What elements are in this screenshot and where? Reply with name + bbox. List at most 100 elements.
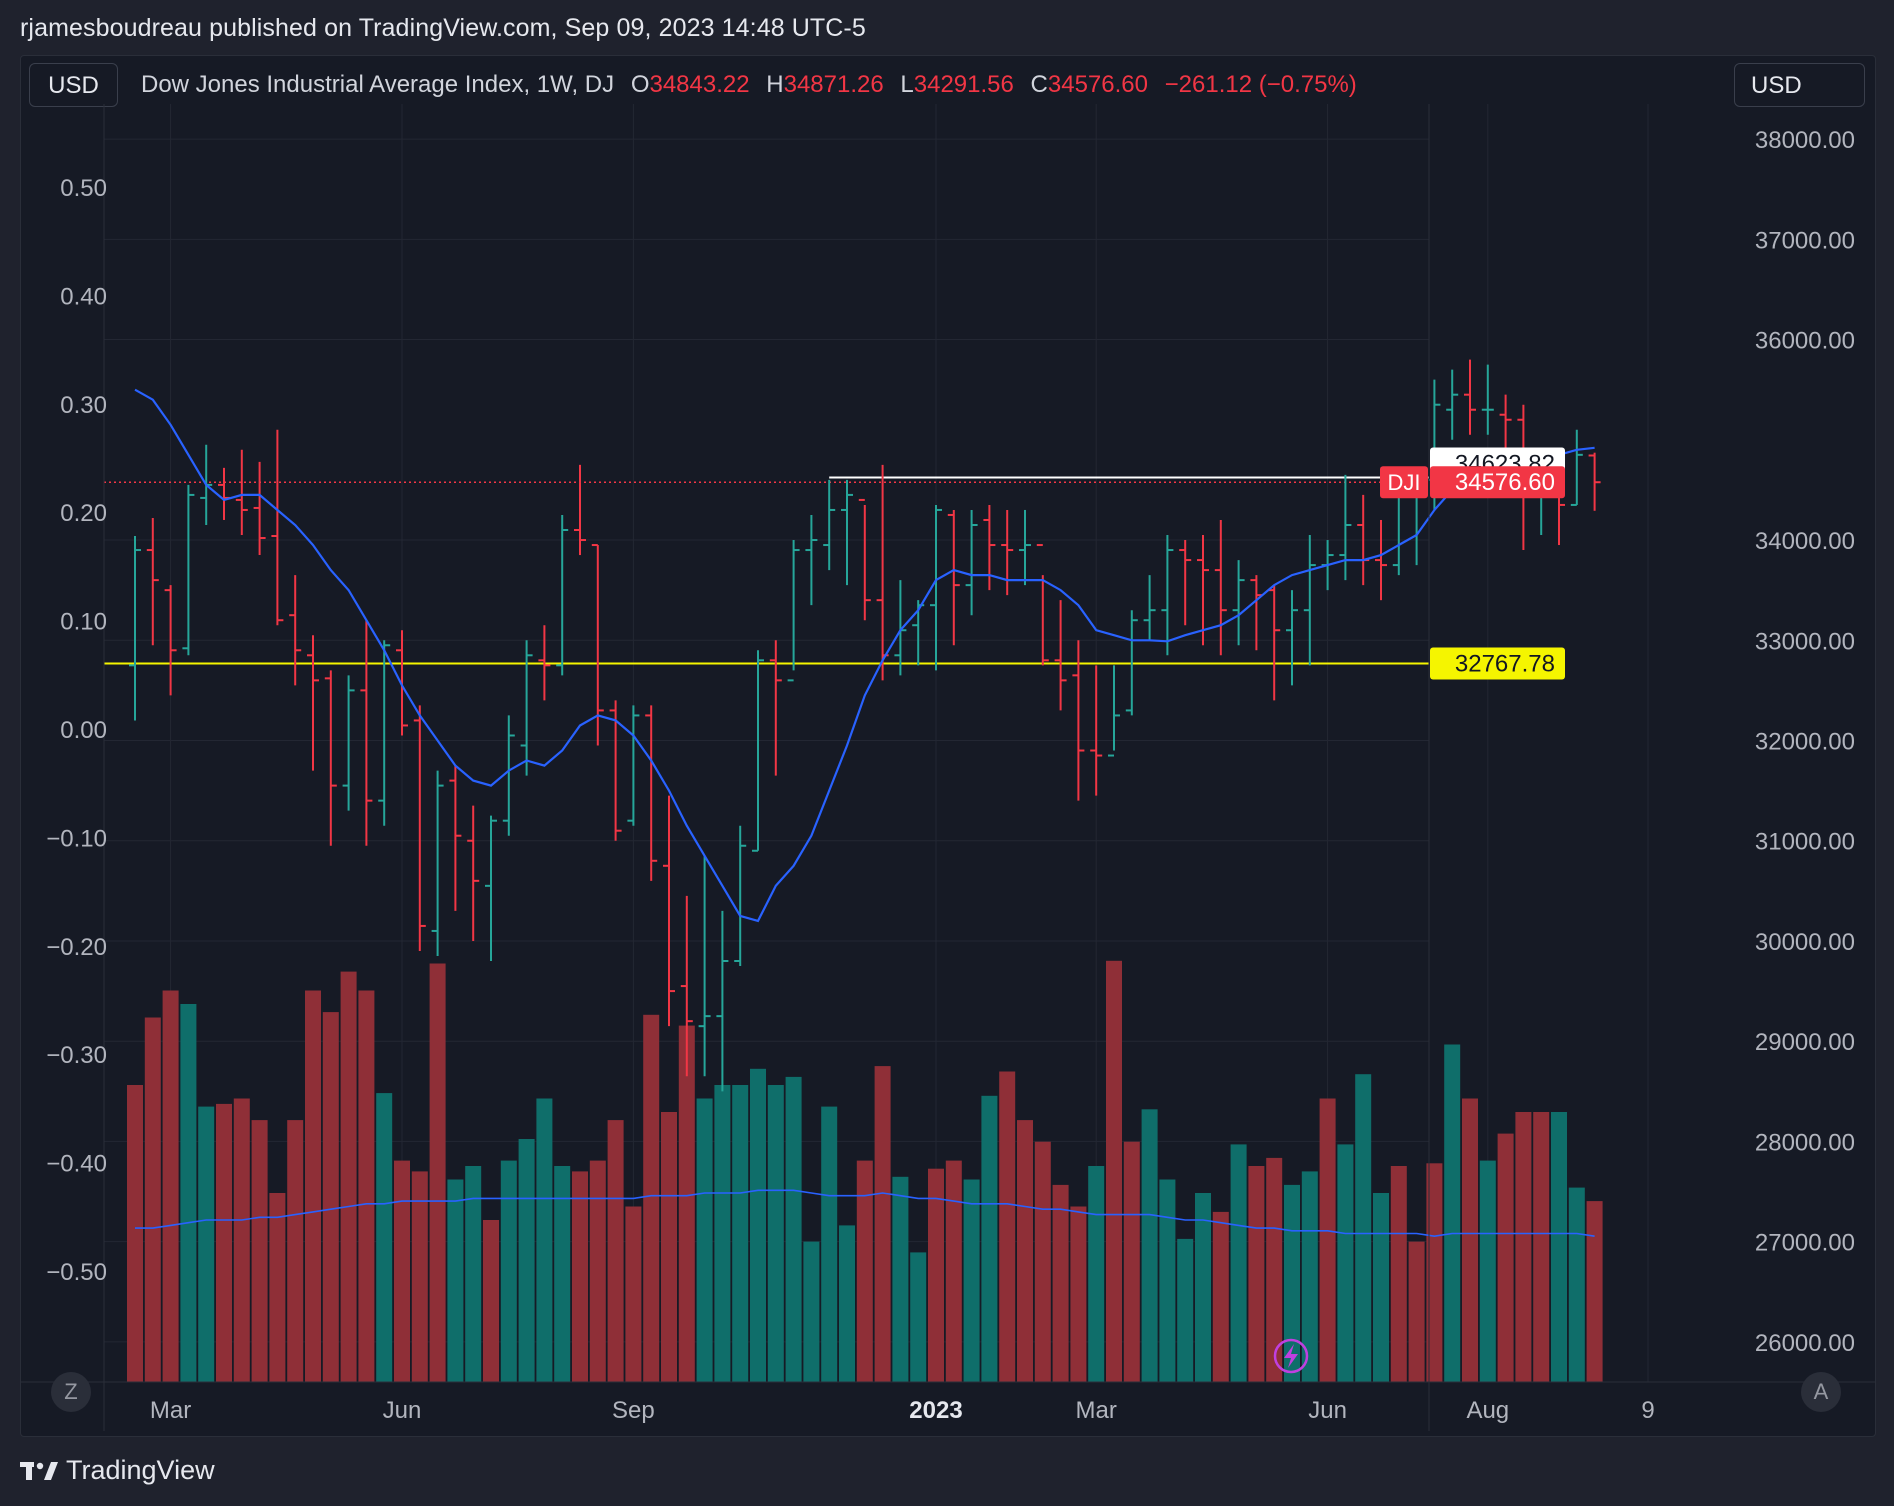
right-axis-label: 37000.00 [1755, 227, 1855, 254]
volume-bar-30 [661, 1112, 677, 1382]
volume-bar-77 [1497, 1133, 1514, 1382]
ohlc-bar-35 [752, 650, 764, 852]
volume-bar-57 [1141, 1109, 1158, 1382]
left-currency-button[interactable]: USD [29, 63, 118, 107]
legend-title: Dow Jones Industrial Average Index, 1W, … [141, 71, 615, 98]
volume-ma-line [135, 1189, 1595, 1238]
left-axis-label: 0.50 [60, 175, 107, 202]
volume-bar-6 [233, 1098, 250, 1382]
chart-canvas[interactable]: 0.50 0.40 0.30 0.20 0.10 0.00 −0.10 −0.20 −0.30 −… [21, 56, 1875, 1436]
right-axis-label: 29000.00 [1755, 1029, 1855, 1056]
ohlc-bar-34 [734, 825, 747, 967]
symbol-tag-text: DJI [1388, 470, 1421, 495]
ohlc-bar-75 [1464, 359, 1476, 435]
volume-bar-21 [500, 1160, 517, 1382]
left-axis-label: −0.10 [46, 825, 107, 852]
left-axis-label: −0.30 [46, 1042, 107, 1069]
ohlc-bar-82 [1588, 452, 1601, 511]
ohlc-bar-23 [538, 625, 551, 701]
auto-scale-button[interactable]: A [1801, 1372, 1841, 1412]
volume-ma-polyline [135, 1189, 1595, 1238]
volume-bar-15 [394, 1160, 410, 1382]
ohlc-bar-2 [164, 585, 177, 696]
volume-bar-2 [162, 990, 179, 1382]
ohlc-bar-56 [1125, 610, 1138, 716]
volume-bar-44 [910, 1252, 927, 1382]
volume-bar-48 [981, 1095, 998, 1382]
volume-bar-71 [1390, 1166, 1407, 1382]
volume-bar-12 [340, 971, 357, 1382]
ohlc-bar-43 [894, 580, 907, 676]
time-axis-label: 9 [1641, 1397, 1654, 1424]
legend-open-label: O [630, 71, 650, 98]
ohlc-bar-18 [449, 765, 462, 911]
volume-bar-40 [839, 1225, 855, 1382]
legend-low-label: L [900, 71, 914, 98]
volume-bar-34 [732, 1085, 749, 1382]
ohlc-bar-59 [1179, 540, 1192, 626]
zoom-z-button[interactable]: Z [51, 1372, 91, 1412]
ohlc-bar-39 [823, 479, 836, 571]
volume-bar-55 [1106, 960, 1122, 1382]
brand-footer[interactable]: TradingView [20, 1455, 215, 1486]
volume-bar-32 [696, 1098, 713, 1382]
volume-bar-56 [1123, 1141, 1140, 1382]
volume-bar-26 [589, 1160, 606, 1382]
price-label-2: 32767.78 [1430, 647, 1565, 680]
volume-bar-75 [1462, 1098, 1478, 1382]
volume-bar-46 [945, 1160, 962, 1382]
legend-high-label: H [766, 71, 784, 98]
time-axis-label: Jun [383, 1397, 422, 1424]
volume-bar-68 [1337, 1144, 1354, 1382]
ohlc-bar-54 [1090, 665, 1103, 796]
right-axis-label: 34000.00 [1755, 528, 1855, 555]
ohlc-bar-27 [609, 700, 622, 841]
ohlc-bar-6 [235, 449, 248, 536]
ohlc-bar-81 [1570, 429, 1583, 506]
lightning-icon [1273, 1338, 1309, 1374]
volume-bar-13 [358, 990, 375, 1382]
volume-bar-16 [411, 1171, 428, 1382]
volume-bar-79 [1533, 1112, 1550, 1382]
volume-bar-70 [1373, 1193, 1389, 1382]
volume-bar-22 [518, 1139, 535, 1382]
ohlc-bar-25 [574, 464, 586, 556]
ohlc-bar-3 [182, 484, 195, 656]
volume-bar-62 [1230, 1144, 1247, 1382]
volume-bar-47 [963, 1179, 980, 1382]
volume-bar-81 [1568, 1187, 1585, 1382]
ohlc-bar-0 [129, 536, 141, 721]
volume-bar-58 [1159, 1179, 1176, 1382]
volume-bar-74 [1444, 1044, 1461, 1382]
ohlc-bar-46 [947, 509, 960, 646]
volume-bar-14 [376, 1093, 393, 1382]
ohlc-bar-32 [698, 855, 711, 1077]
time-axis-label: Mar [1076, 1397, 1117, 1424]
volume-bar-59 [1177, 1238, 1194, 1382]
time-axis-label: Mar [150, 1397, 191, 1424]
ohlc-bar-13 [360, 620, 373, 846]
ohlc-bar-53 [1072, 640, 1085, 801]
left-axis-label: 0.40 [60, 283, 107, 310]
ohlc-bar-14 [378, 640, 391, 826]
volume-bar-20 [483, 1220, 499, 1382]
left-axis-label: 0.30 [60, 392, 107, 419]
ohlc-bar-66 [1303, 535, 1316, 666]
volume-bar-45 [928, 1168, 944, 1382]
ohlc-bar-55 [1108, 665, 1120, 757]
left-axis-label: 0.20 [60, 500, 107, 527]
price-label-bg [1430, 647, 1565, 680]
published-line: rjamesboudreau published on TradingView.… [20, 14, 866, 42]
ohlc-bar-64 [1268, 585, 1281, 701]
ohlc-bar-70 [1375, 519, 1387, 601]
ohlc-bar-36 [769, 640, 782, 776]
volume-bar-9 [287, 1120, 304, 1382]
right-currency-button[interactable]: USD [1734, 63, 1865, 107]
legend-close-value: 34576.60 [1047, 71, 1148, 98]
volume-bar-8 [269, 1193, 286, 1382]
ohlc-bar-63 [1250, 575, 1263, 651]
ohlc-bar-22 [520, 640, 533, 776]
legend-low-value: 34291.56 [913, 71, 1014, 98]
volume-bar-52 [1052, 1184, 1069, 1382]
time-axis-label: 2023 [909, 1397, 962, 1424]
